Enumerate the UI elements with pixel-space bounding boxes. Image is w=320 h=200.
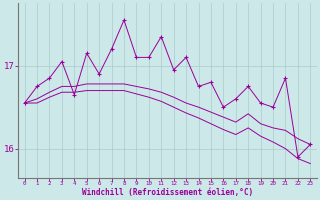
X-axis label: Windchill (Refroidissement éolien,°C): Windchill (Refroidissement éolien,°C)	[82, 188, 253, 197]
